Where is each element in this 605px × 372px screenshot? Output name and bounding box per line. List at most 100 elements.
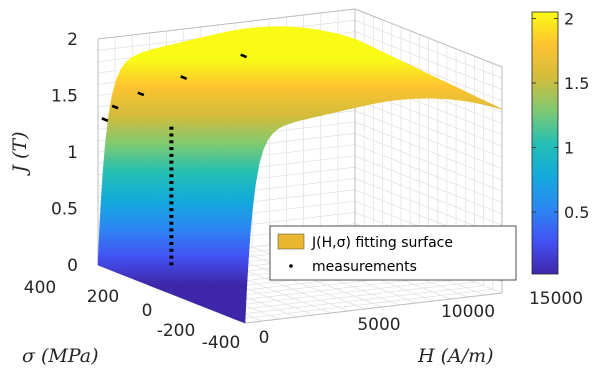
surface-patch <box>474 99 503 110</box>
measurement-point <box>169 214 174 218</box>
surface-patch <box>99 201 111 233</box>
surface-patch <box>237 259 249 290</box>
measurement-point <box>169 140 174 144</box>
grid-line-floor-s <box>217 281 475 313</box>
z-tick-label: 1.5 <box>51 87 78 107</box>
y-tick-label: -400 <box>202 333 241 353</box>
y-tick-label: 400 <box>24 278 56 298</box>
grid-line-floor-s <box>226 285 484 317</box>
grid-line-side-j <box>354 132 503 192</box>
colorbar-tick-label: 1 <box>564 139 574 158</box>
measurement-point <box>180 75 188 80</box>
surface-patch <box>153 250 165 276</box>
surface-patch <box>107 231 119 257</box>
y-tick-labels: 400 200 0-200 -400 <box>24 278 241 353</box>
fitting-surface <box>97 26 503 324</box>
surface-patch <box>190 265 202 291</box>
colorbar-gradient <box>531 11 559 275</box>
grid-line-side-j <box>354 166 503 226</box>
grid-line-side-j <box>354 110 503 170</box>
legend-surface-label: J(H,σ) fitting surface <box>311 235 453 251</box>
surface-patch <box>108 205 120 237</box>
grid-line-side-j <box>354 19 503 79</box>
surface-patch <box>199 269 211 294</box>
legend-surface-swatch <box>277 233 305 250</box>
y-tick-label: -200 <box>157 321 196 341</box>
measurement-point <box>169 153 174 157</box>
measurement-point <box>169 126 174 130</box>
legend: J(H,σ) fitting surface measurements <box>269 225 517 281</box>
legend-points-label: measurements <box>312 259 417 275</box>
measurement-point <box>169 187 174 191</box>
colorbar-tick-label: 1.5 <box>564 74 589 93</box>
colorbar-tick-label: 0.5 <box>564 203 589 222</box>
axis-frame-line <box>354 8 503 68</box>
measurement-point <box>169 201 174 205</box>
z-tick-labels: 0 0.5 1 1.5 2 <box>51 30 78 276</box>
measurement-point <box>169 221 174 225</box>
y-tick-label: 0 <box>142 301 153 321</box>
measurement-point <box>240 53 248 59</box>
measurement-point <box>169 160 174 164</box>
grid-line-side-j <box>354 99 503 158</box>
measurement-point <box>169 181 174 184</box>
grid-line-side-j <box>354 155 503 215</box>
axis-frame-line <box>244 292 503 324</box>
measurement-point <box>169 174 174 178</box>
surface-patch <box>171 258 183 283</box>
measurement-point <box>169 235 174 239</box>
surface-patch <box>181 235 194 267</box>
surface-patch <box>117 208 129 241</box>
surface-patch <box>136 216 148 248</box>
surface-patch <box>172 232 185 263</box>
surface-patch <box>154 224 166 256</box>
surface-patch <box>191 239 203 271</box>
surface-patch <box>126 212 139 244</box>
surface-patch <box>135 243 146 269</box>
legend-points-marker <box>289 264 293 268</box>
measurement-points <box>101 53 248 266</box>
z-tick-label: 0 <box>67 256 78 276</box>
legend-box <box>269 225 517 281</box>
measurement-point <box>169 228 174 232</box>
measurement-point <box>169 242 174 245</box>
colorbar-ticks: 0.5 1 1.5 2 <box>532 9 589 222</box>
surface-patch <box>238 231 251 264</box>
measurement-point <box>169 248 174 252</box>
grid-line-side-j <box>354 144 503 203</box>
surface-patch <box>209 247 221 278</box>
x-axis-label: H (A/m) <box>417 345 494 367</box>
surface-patch <box>144 246 156 272</box>
grid-line-floor-s <box>235 288 493 320</box>
measurement-point <box>137 91 145 97</box>
x-tick-label: 10000 <box>441 302 495 322</box>
surface-patch <box>145 220 157 252</box>
axis-frame-line <box>97 8 356 40</box>
surface-patch <box>217 276 229 302</box>
surface-patch <box>116 235 128 261</box>
measurement-point <box>169 208 174 212</box>
grid-line-side-j <box>354 121 503 181</box>
measurement-point <box>169 167 174 171</box>
colorbar: 0.5 1 1.5 2 <box>531 9 589 275</box>
x-tick-label: 5000 <box>357 315 400 335</box>
measurement-point <box>101 117 109 122</box>
measurement-point <box>169 255 174 259</box>
surface-patch <box>236 284 247 309</box>
grid-line-side-j <box>354 31 503 90</box>
x-tick-label: 0 <box>259 328 270 348</box>
y-axis-label: σ (MPa) <box>22 345 99 367</box>
z-tick-label: 1 <box>67 143 78 163</box>
surface-patch <box>227 255 240 286</box>
z-axis-label: J(T) <box>9 131 31 176</box>
measurement-point <box>169 133 174 137</box>
measurement-point <box>169 194 174 198</box>
measurement-point <box>169 262 174 266</box>
y-tick-label: 200 <box>87 287 119 307</box>
surface-patch <box>125 239 137 265</box>
z-tick-label: 2 <box>67 30 78 50</box>
surface-patch <box>200 243 212 275</box>
surface-patch <box>218 251 231 282</box>
measurement-point <box>169 147 174 151</box>
